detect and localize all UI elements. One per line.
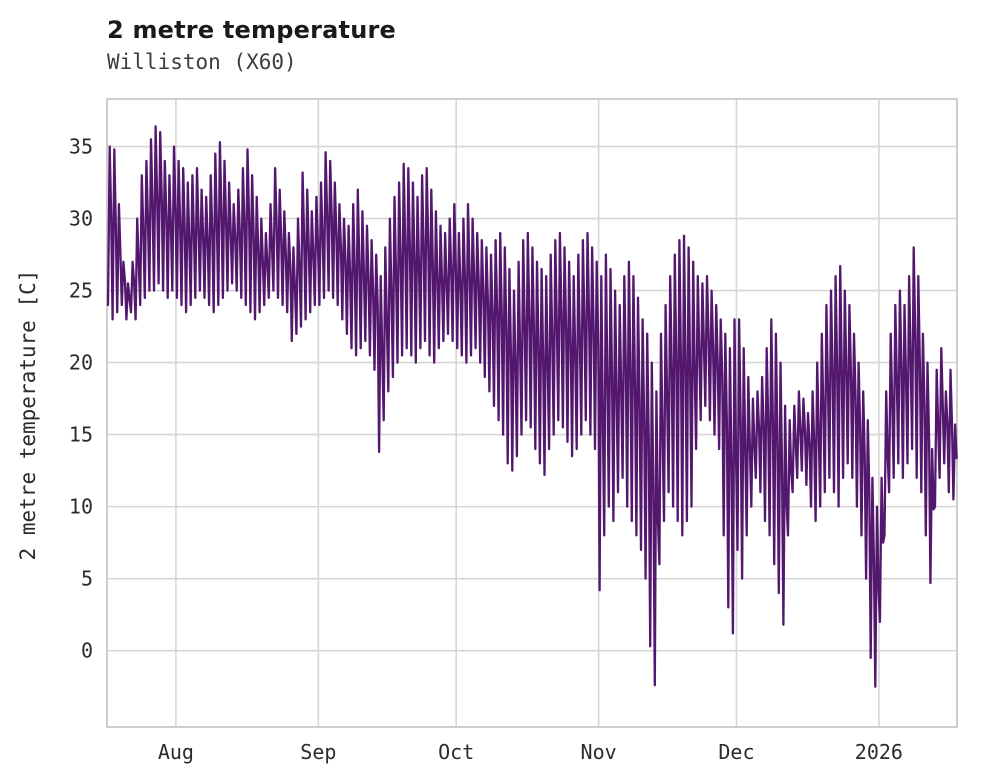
y-tick-label: 15 [69,423,93,447]
y-tick-label: 30 [69,207,93,231]
x-tick-label: Aug [158,740,194,764]
y-tick-label: 10 [69,495,93,519]
y-tick-label: 20 [69,351,93,375]
plot-border [106,98,958,728]
y-tick-label: 0 [81,639,93,663]
chart-subtitle: Williston (X60) [107,50,297,74]
temperature-line [106,125,958,688]
y-tick-label: 5 [81,567,93,591]
x-tick-label: Dec [718,740,754,764]
y-tick-label: 35 [69,135,93,159]
y-tick-label: 25 [69,279,93,303]
chart-title: 2 metre temperature [107,16,396,44]
x-tick-label: Oct [438,740,474,764]
x-tick-label: Nov [581,740,617,764]
x-tick-label: 2026 [855,740,903,764]
x-tick-label: Sep [300,740,336,764]
